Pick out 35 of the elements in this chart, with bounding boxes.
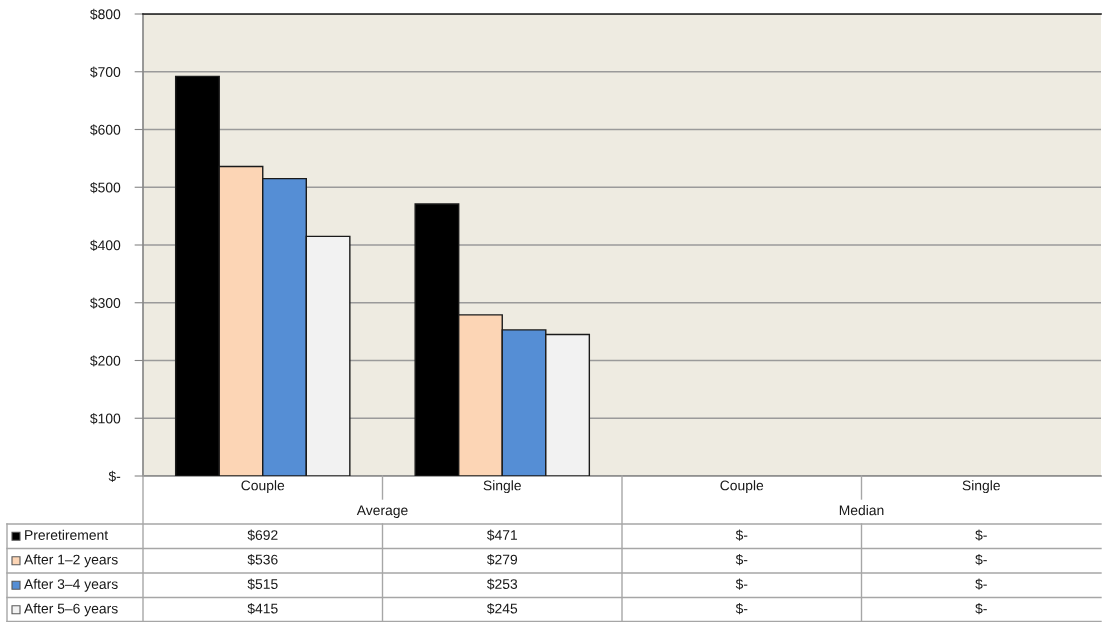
text: Average bbox=[356, 505, 408, 518]
y-tick-label: $600 bbox=[90, 124, 121, 136]
data-label: $279 bbox=[486, 554, 518, 566]
text: Median bbox=[839, 505, 884, 516]
x-tick-label: Couple bbox=[720, 480, 764, 494]
legend-label: After 1–2 years bbox=[24, 554, 118, 568]
y-tick-label: $100 bbox=[90, 413, 121, 425]
y-tick-label: $700 bbox=[90, 66, 121, 78]
data-label: $- bbox=[975, 554, 987, 566]
data-label: $- bbox=[975, 578, 987, 590]
legend-label: Preretirement bbox=[25, 529, 109, 540]
y-tick-label: $300 bbox=[90, 297, 121, 309]
data-label: $536 bbox=[247, 554, 278, 566]
legend-label: After 3–4 years bbox=[24, 578, 118, 592]
x-tick-label: Couple bbox=[241, 480, 285, 494]
data-label: $415 bbox=[247, 603, 278, 615]
data-label: $253 bbox=[486, 578, 518, 590]
data-label: $245 bbox=[486, 603, 518, 615]
data-label: $- bbox=[975, 529, 987, 541]
y-tick-label: $200 bbox=[90, 355, 121, 367]
y-tick-label: $500 bbox=[90, 182, 121, 194]
y-tick-label: $- bbox=[108, 470, 121, 482]
y-tick-label: $800 bbox=[90, 8, 121, 20]
data-label: $471 bbox=[486, 529, 518, 541]
data-label: $- bbox=[735, 603, 748, 615]
legend-label: After 5–6 years bbox=[24, 603, 118, 617]
data-label: $692 bbox=[247, 529, 278, 541]
data-label: $- bbox=[735, 529, 748, 541]
data-label: $- bbox=[975, 603, 987, 615]
data-label: $515 bbox=[247, 578, 278, 590]
data-label: $- bbox=[735, 578, 748, 590]
data-label: $- bbox=[735, 554, 748, 566]
y-tick-label: $400 bbox=[90, 239, 121, 251]
x-tick-label: Single bbox=[962, 480, 1000, 494]
x-tick-label: Single bbox=[483, 480, 521, 494]
